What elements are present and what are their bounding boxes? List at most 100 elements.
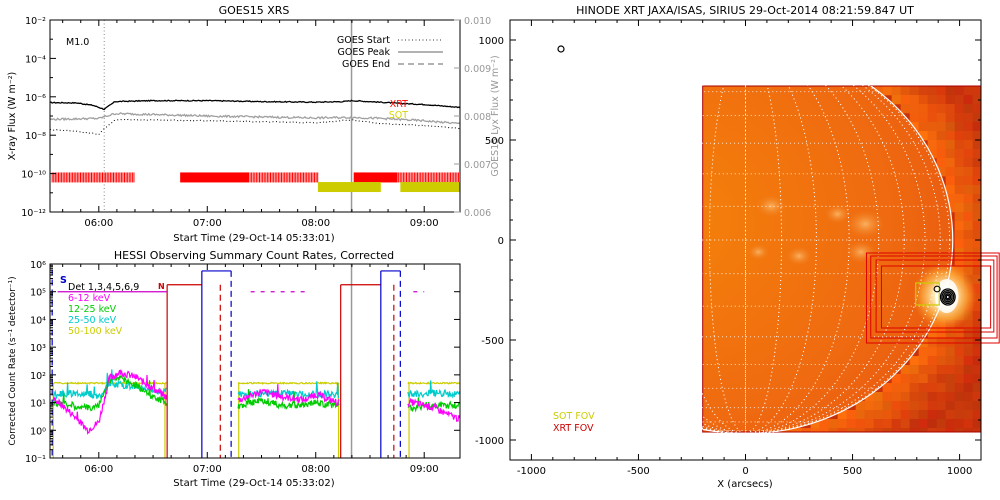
- xrt-corona-pixel: [954, 410, 964, 420]
- goes-obs-ticks-xrt: [51, 172, 135, 183]
- xrt-contour: [944, 293, 952, 301]
- xrt-corona-pixel: [936, 347, 946, 357]
- xrt-corona-pixel: [918, 104, 928, 114]
- xrt-corona-pixel: [909, 86, 919, 96]
- xrt-xtick-label: 0: [742, 466, 748, 477]
- xrt-bright-region: [786, 246, 812, 266]
- xrt-corona-pixel: [900, 410, 910, 420]
- xrt-corona-pixel: [963, 329, 973, 339]
- xrt-corona-pixel: [963, 104, 973, 114]
- xrt-corona-pixel: [927, 149, 937, 159]
- xrt-corona-pixel: [954, 185, 964, 195]
- xrt-corona-pixel: [954, 347, 964, 357]
- xrt-corona-pixel: [927, 95, 937, 105]
- xrt-corona-pixel: [963, 158, 973, 168]
- xrt-corona-pixel: [972, 140, 981, 150]
- goes-y2-axis-label: GOES15 Lyx Flux (W m⁻²): [490, 55, 501, 176]
- xrt-corona-pixel: [972, 104, 981, 114]
- xrt-corona-pixel: [864, 401, 874, 411]
- xrt-corona-pixel: [972, 239, 981, 249]
- xrt-corona-pixel: [945, 365, 955, 375]
- xrt-corona-pixel: [954, 203, 964, 213]
- xrt-ytick-label: -1000: [475, 436, 504, 447]
- xrt-corona-pixel: [963, 176, 973, 186]
- xrt-corona-pixel: [891, 392, 901, 402]
- xrt-corona-pixel: [936, 86, 946, 96]
- goes-xrs-panel: GOES15 XRS 06:00 07:00 08:00 09:00 10⁻² 10⁻⁴…: [7, 4, 501, 244]
- xrt-corona-pixel: [963, 383, 973, 393]
- goes-obs-bar-sot: [400, 182, 460, 193]
- xrt-corona-pixel: [972, 410, 981, 420]
- xrt-corona-pixel: [864, 419, 874, 429]
- hessi-legend: Det 1,3,4,5,6,9 6-12 keV 12-25 keV 25-50…: [68, 282, 139, 337]
- goes-y2tick-label: 0.007: [464, 160, 491, 171]
- xrt-corona-pixel: [954, 194, 964, 204]
- xrt-corona-pixel: [909, 95, 919, 105]
- hessi-series-50-100-: [407, 381, 460, 385]
- xrt-corona-pixel: [972, 122, 981, 132]
- goes-x-axis-label: Start Time (29-Oct-14 05:33:01): [173, 233, 334, 244]
- xrt-corona-pixel: [954, 158, 964, 168]
- xrt-corona-pixel: [855, 419, 865, 429]
- goes-xtick-label: 08:00: [301, 218, 330, 229]
- xrt-corona-pixel: [945, 410, 955, 420]
- xrt-sot-fov-label: SOT FOV: [553, 411, 595, 422]
- xrt-corona-pixel: [954, 329, 964, 339]
- xrt-corona-pixel: [945, 194, 955, 204]
- xrt-corona-pixel: [963, 239, 973, 249]
- xrt-corona-pixel: [900, 401, 910, 411]
- goes-ytick-label: 10⁻⁶: [25, 93, 46, 104]
- xrt-contour: [942, 291, 953, 303]
- xrt-corona-pixel: [837, 419, 847, 429]
- xrt-corona-pixel: [945, 185, 955, 195]
- xrt-corona-pixel: [945, 104, 955, 114]
- goes-ytick-label: 10⁻⁴: [25, 54, 46, 65]
- goes-y-axis-label: X-ray Flux (W m⁻²): [7, 72, 18, 161]
- hessi-xtick-label: 07:00: [193, 464, 222, 475]
- hessi-x-axis-label: Start Time (29-Oct-14 05:33:02): [173, 478, 334, 489]
- xrt-corona-pixel: [972, 230, 981, 240]
- hessi-xtick-label: 06:00: [84, 464, 113, 475]
- xrt-corona-pixel: [927, 131, 937, 141]
- goes-ytick-label: 10⁻²: [25, 16, 46, 27]
- goes-series-2: [49, 112, 461, 125]
- xrt-corona-pixel: [963, 194, 973, 204]
- xrt-corona-pixel: [972, 347, 981, 357]
- xrt-corona-pixel: [972, 194, 981, 204]
- xrt-corona-pixel: [972, 221, 981, 231]
- xrt-corona-pixel: [963, 410, 973, 420]
- goes-series-0: [50, 99, 461, 111]
- xrt-corona-pixel: [954, 149, 964, 159]
- xrt-corona-pixel: [945, 356, 955, 366]
- xrt-corona-pixel: [810, 428, 820, 432]
- xrt-corona-pixel: [927, 104, 937, 114]
- xrt-corona-pixel: [909, 401, 919, 411]
- xrt-xrt-fov-label: XRT FOV: [553, 423, 594, 434]
- xrt-intensity-contours: [933, 285, 956, 306]
- xrt-corona-pixel: [972, 311, 981, 321]
- hessi-panel: HESSI Observing Summary Count Rates, Cor…: [8, 249, 461, 489]
- xrt-bright-region: [846, 209, 885, 239]
- xrt-corona-pixel: [972, 257, 981, 267]
- xrt-corona-pixel: [918, 428, 928, 432]
- xrt-corona-pixel: [927, 383, 937, 393]
- xrt-corona-pixel: [954, 212, 964, 222]
- xrt-corona-pixel: [936, 383, 946, 393]
- xrt-corona-pixel: [918, 392, 928, 402]
- hessi-legend-25-50: 25-50 keV: [68, 315, 117, 326]
- goes-xtick-label: 07:00: [193, 218, 222, 229]
- xrt-corona-pixel: [954, 113, 964, 123]
- xrt-corona-pixel: [927, 113, 937, 123]
- xrt-corona-pixel: [792, 428, 802, 432]
- xrt-corona-pixel: [954, 122, 964, 132]
- xrt-bright-region: [824, 204, 851, 224]
- xrt-corona-pixel: [954, 374, 964, 384]
- xrt-fov-box: [870, 255, 998, 339]
- goes-obs-bar-xrt: [353, 172, 398, 183]
- xrt-solar-limb: [702, 86, 954, 432]
- xrt-corona-pixel: [945, 167, 955, 177]
- xrt-corona-pixel: [837, 428, 847, 432]
- xrt-corona-pixel: [918, 410, 928, 420]
- xrt-corona-pixel: [936, 149, 946, 159]
- xrt-corona-pixel: [963, 122, 973, 132]
